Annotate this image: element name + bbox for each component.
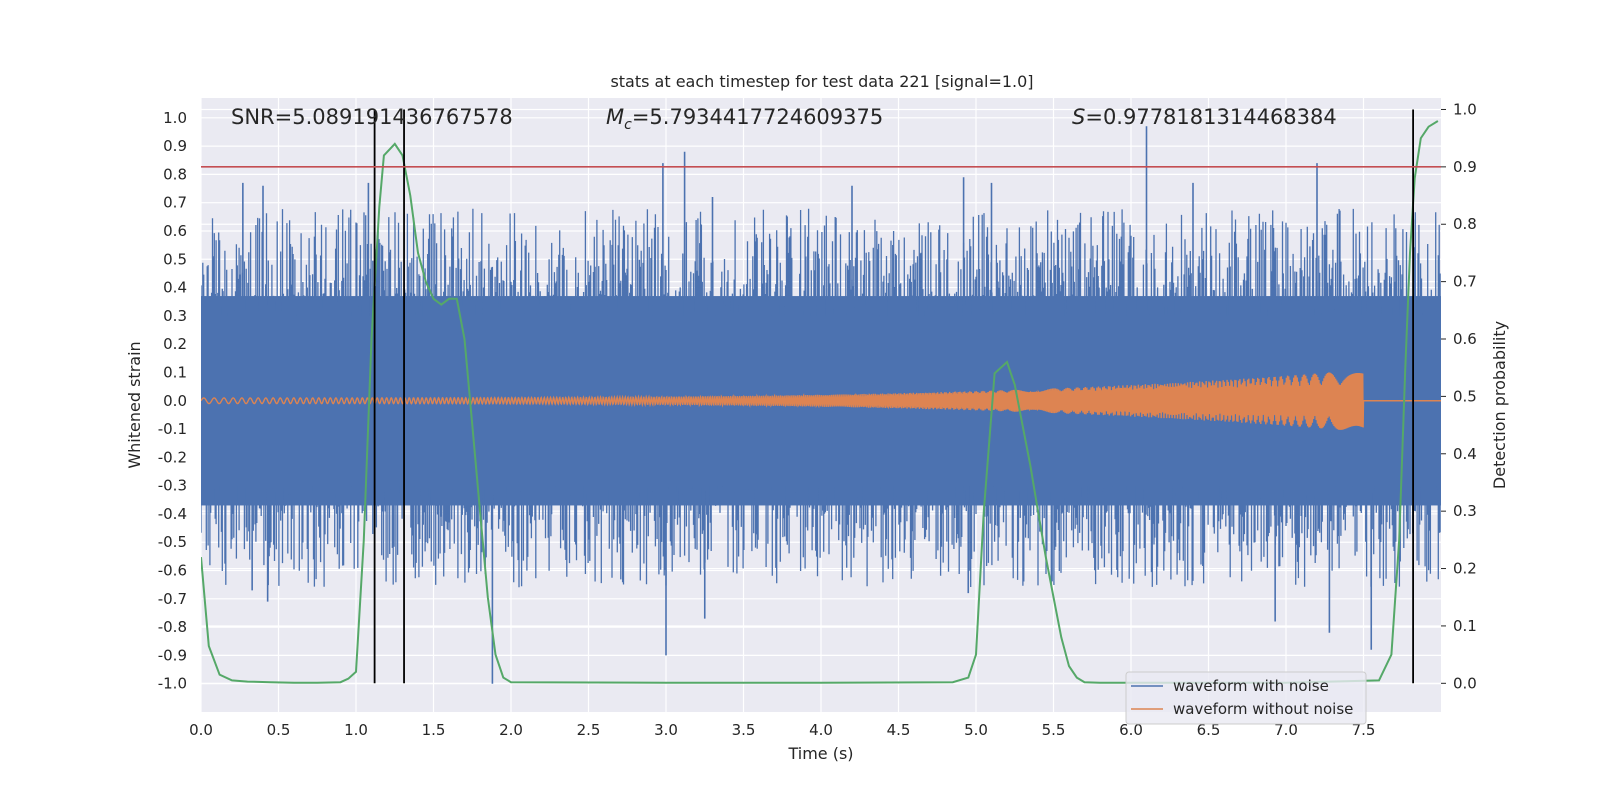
y-left-tick-label: -0.9: [158, 646, 187, 664]
y-right-tick-label: 0.0: [1453, 674, 1477, 692]
x-axis-label: Time (s): [787, 744, 853, 763]
x-tick-label: 3.0: [654, 721, 678, 739]
y-left-tick-label: -0.4: [158, 505, 187, 523]
y-right-tick-label: 0.5: [1453, 387, 1477, 405]
y-left-tick-label: 0.1: [163, 363, 187, 381]
y-right-tick-label: 1.0: [1453, 100, 1477, 118]
chart-title: stats at each timestep for test data 221…: [610, 72, 1033, 91]
y-left-tick-label: 1.0: [163, 109, 187, 127]
y-left-tick-label: 0.7: [163, 194, 187, 212]
y-right-tick-label: 0.3: [1453, 502, 1477, 520]
y-left-tick-label: -0.5: [158, 533, 187, 551]
legend-label-noisy: waveform with noise: [1173, 677, 1329, 695]
s-annotation: S=0.9778181314468384: [1072, 105, 1337, 129]
x-tick-label: 2.0: [499, 721, 523, 739]
s-symbol: S: [1072, 105, 1085, 129]
x-tick-label: 1.5: [422, 721, 446, 739]
y-left-tick-label: -0.3: [158, 477, 187, 495]
x-tick-label: 7.0: [1274, 721, 1298, 739]
chirp-mass-symbol: M: [606, 105, 624, 129]
x-tick-label: 5.5: [1042, 721, 1066, 739]
x-tick-label: 0.0: [189, 721, 213, 739]
y-left-tick-label: 0.4: [163, 279, 187, 297]
y-left-tick-label: -0.7: [158, 590, 187, 608]
x-tick-label: 1.0: [344, 721, 368, 739]
y-left-tick-label: -0.6: [158, 562, 187, 580]
x-tick-label: 7.5: [1352, 721, 1376, 739]
x-tick-label: 2.5: [577, 721, 601, 739]
marker-lines: [373, 109, 1414, 684]
y-right-tick-label: 0.1: [1453, 617, 1477, 635]
chirp-mass-annotation: Mc=5.7934417724609375: [606, 105, 883, 133]
y-right-axis-label: Detection probability: [1490, 321, 1509, 489]
y-left-tick-label: -0.8: [158, 618, 187, 636]
x-axis-ticks: 0.0 0.5 1.0 1.5 2.0 2.5 3.0 3.5 4.0 4.5 5.0 5.5 6.0 6…: [189, 721, 1375, 739]
y-left-tick-label: 0.2: [163, 335, 187, 353]
y-left-tick-label: 0.0: [163, 392, 187, 410]
x-tick-label: 0.5: [267, 721, 291, 739]
y-left-axis-ticks: 1.0 0.9 0.8 0.7 0.6 0.5 0.4 0.3 0.2 0.1 0.0 -0.1 -0.…: [158, 109, 187, 693]
y-right-tick-label: 0.8: [1453, 215, 1477, 233]
x-tick-label: 5.0: [964, 721, 988, 739]
y-left-tick-label: 0.3: [163, 307, 187, 325]
x-tick-label: 4.5: [887, 721, 911, 739]
snr-annotation: SNR=5.089191436767578: [231, 105, 513, 129]
x-tick-label: 4.0: [809, 721, 833, 739]
x-tick-label: 6.0: [1119, 721, 1143, 739]
y-right-tick-label: 0.9: [1453, 158, 1477, 176]
y-left-tick-label: 0.8: [163, 165, 187, 183]
legend-box: [1125, 671, 1367, 725]
y-left-tick-label: -0.1: [158, 420, 187, 438]
y-right-tick-label: 0.2: [1453, 560, 1477, 578]
y-left-tick-label: 0.5: [163, 250, 187, 268]
x-tick-label: 6.5: [1197, 721, 1221, 739]
legend-label-clean: waveform without noise: [1173, 700, 1353, 718]
y-right-tick-label: 0.7: [1453, 273, 1477, 291]
y-left-tick-label: 0.6: [163, 222, 187, 240]
s-value: =0.9778181314468384: [1085, 105, 1336, 129]
y-right-tick-label: 0.4: [1453, 445, 1477, 463]
y-right-tick-label: 0.6: [1453, 330, 1477, 348]
y-left-tick-label: -1.0: [158, 675, 187, 693]
chirp-mass-value: =5.7934417724609375: [632, 105, 883, 129]
legend: waveform with noise waveform without noi…: [1125, 671, 1367, 725]
y-left-tick-label: 0.9: [163, 137, 187, 155]
y-right-axis-ticks: 1.0 0.9 0.8 0.7 0.6 0.5 0.4 0.3 0.2 0.1 0.0: [1441, 100, 1477, 692]
data-layer: [201, 109, 1441, 684]
clean-waveform-line: [201, 372, 1441, 430]
x-tick-label: 3.5: [732, 721, 756, 739]
y-left-axis-label: Whitened strain: [125, 341, 144, 468]
clean-waveform-series: [201, 372, 1441, 430]
chirp-mass-subscript: c: [624, 117, 632, 133]
y-left-tick-label: -0.2: [158, 448, 187, 466]
